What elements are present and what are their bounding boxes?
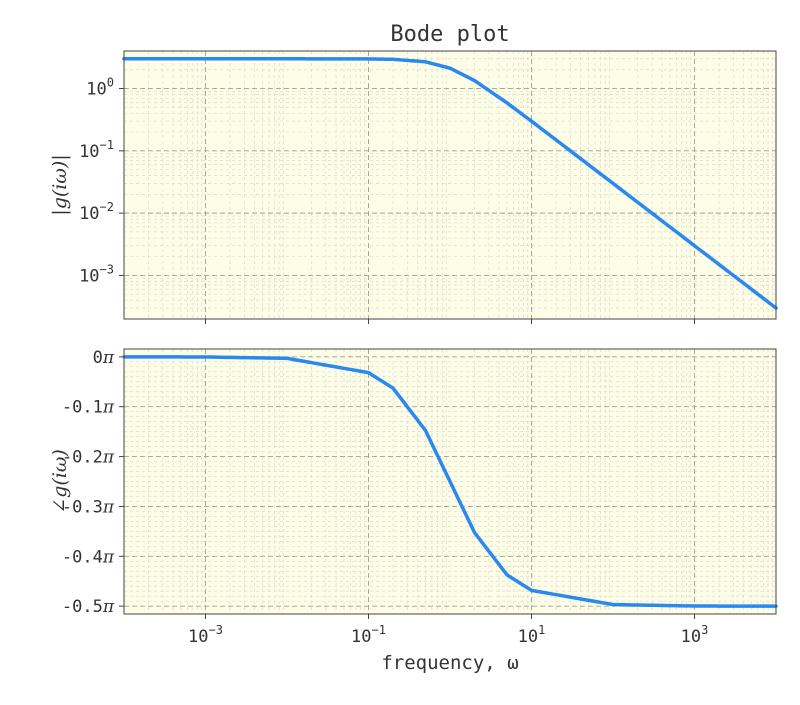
x-tick-label: 10−3 xyxy=(188,623,223,647)
panel-phase: ∠g(iω) frequency, ω xyxy=(49,348,778,674)
x-axis-label: frequency, ω xyxy=(381,652,518,674)
y-tick-label: 10−1 xyxy=(79,138,114,162)
y-tick-label: 10−3 xyxy=(79,262,114,286)
magnitude-y-axis-label: |g(iω)| xyxy=(49,154,71,215)
magnitude-series-line xyxy=(122,57,778,310)
magnitude-axes-frame xyxy=(123,50,777,320)
phase-axes-frame xyxy=(123,348,777,615)
y-tick-label: -0.3π xyxy=(62,497,115,517)
phase-y-axis-label: ∠g(iω) xyxy=(49,449,71,513)
x-tick-label: 10−1 xyxy=(351,623,386,647)
panel-magnitude: Bode plot |g(iω)| xyxy=(49,22,778,324)
y-tick-label: -0.5π xyxy=(62,597,115,617)
y-tick-label: -0.1π xyxy=(62,398,115,418)
y-tick-label: 0π xyxy=(93,348,115,368)
chart-title: Bode plot xyxy=(390,22,509,47)
y-tick-label: -0.4π xyxy=(62,547,115,567)
x-tick-label: 101 xyxy=(518,623,546,647)
magnitude-plot-area xyxy=(124,51,776,319)
phase-series-line xyxy=(122,355,778,608)
y-tick-label: 100 xyxy=(86,76,114,100)
x-tick-label: 103 xyxy=(681,623,709,647)
y-tick-label: 10−2 xyxy=(79,200,114,224)
y-tick-label: -0.2π xyxy=(62,448,115,468)
